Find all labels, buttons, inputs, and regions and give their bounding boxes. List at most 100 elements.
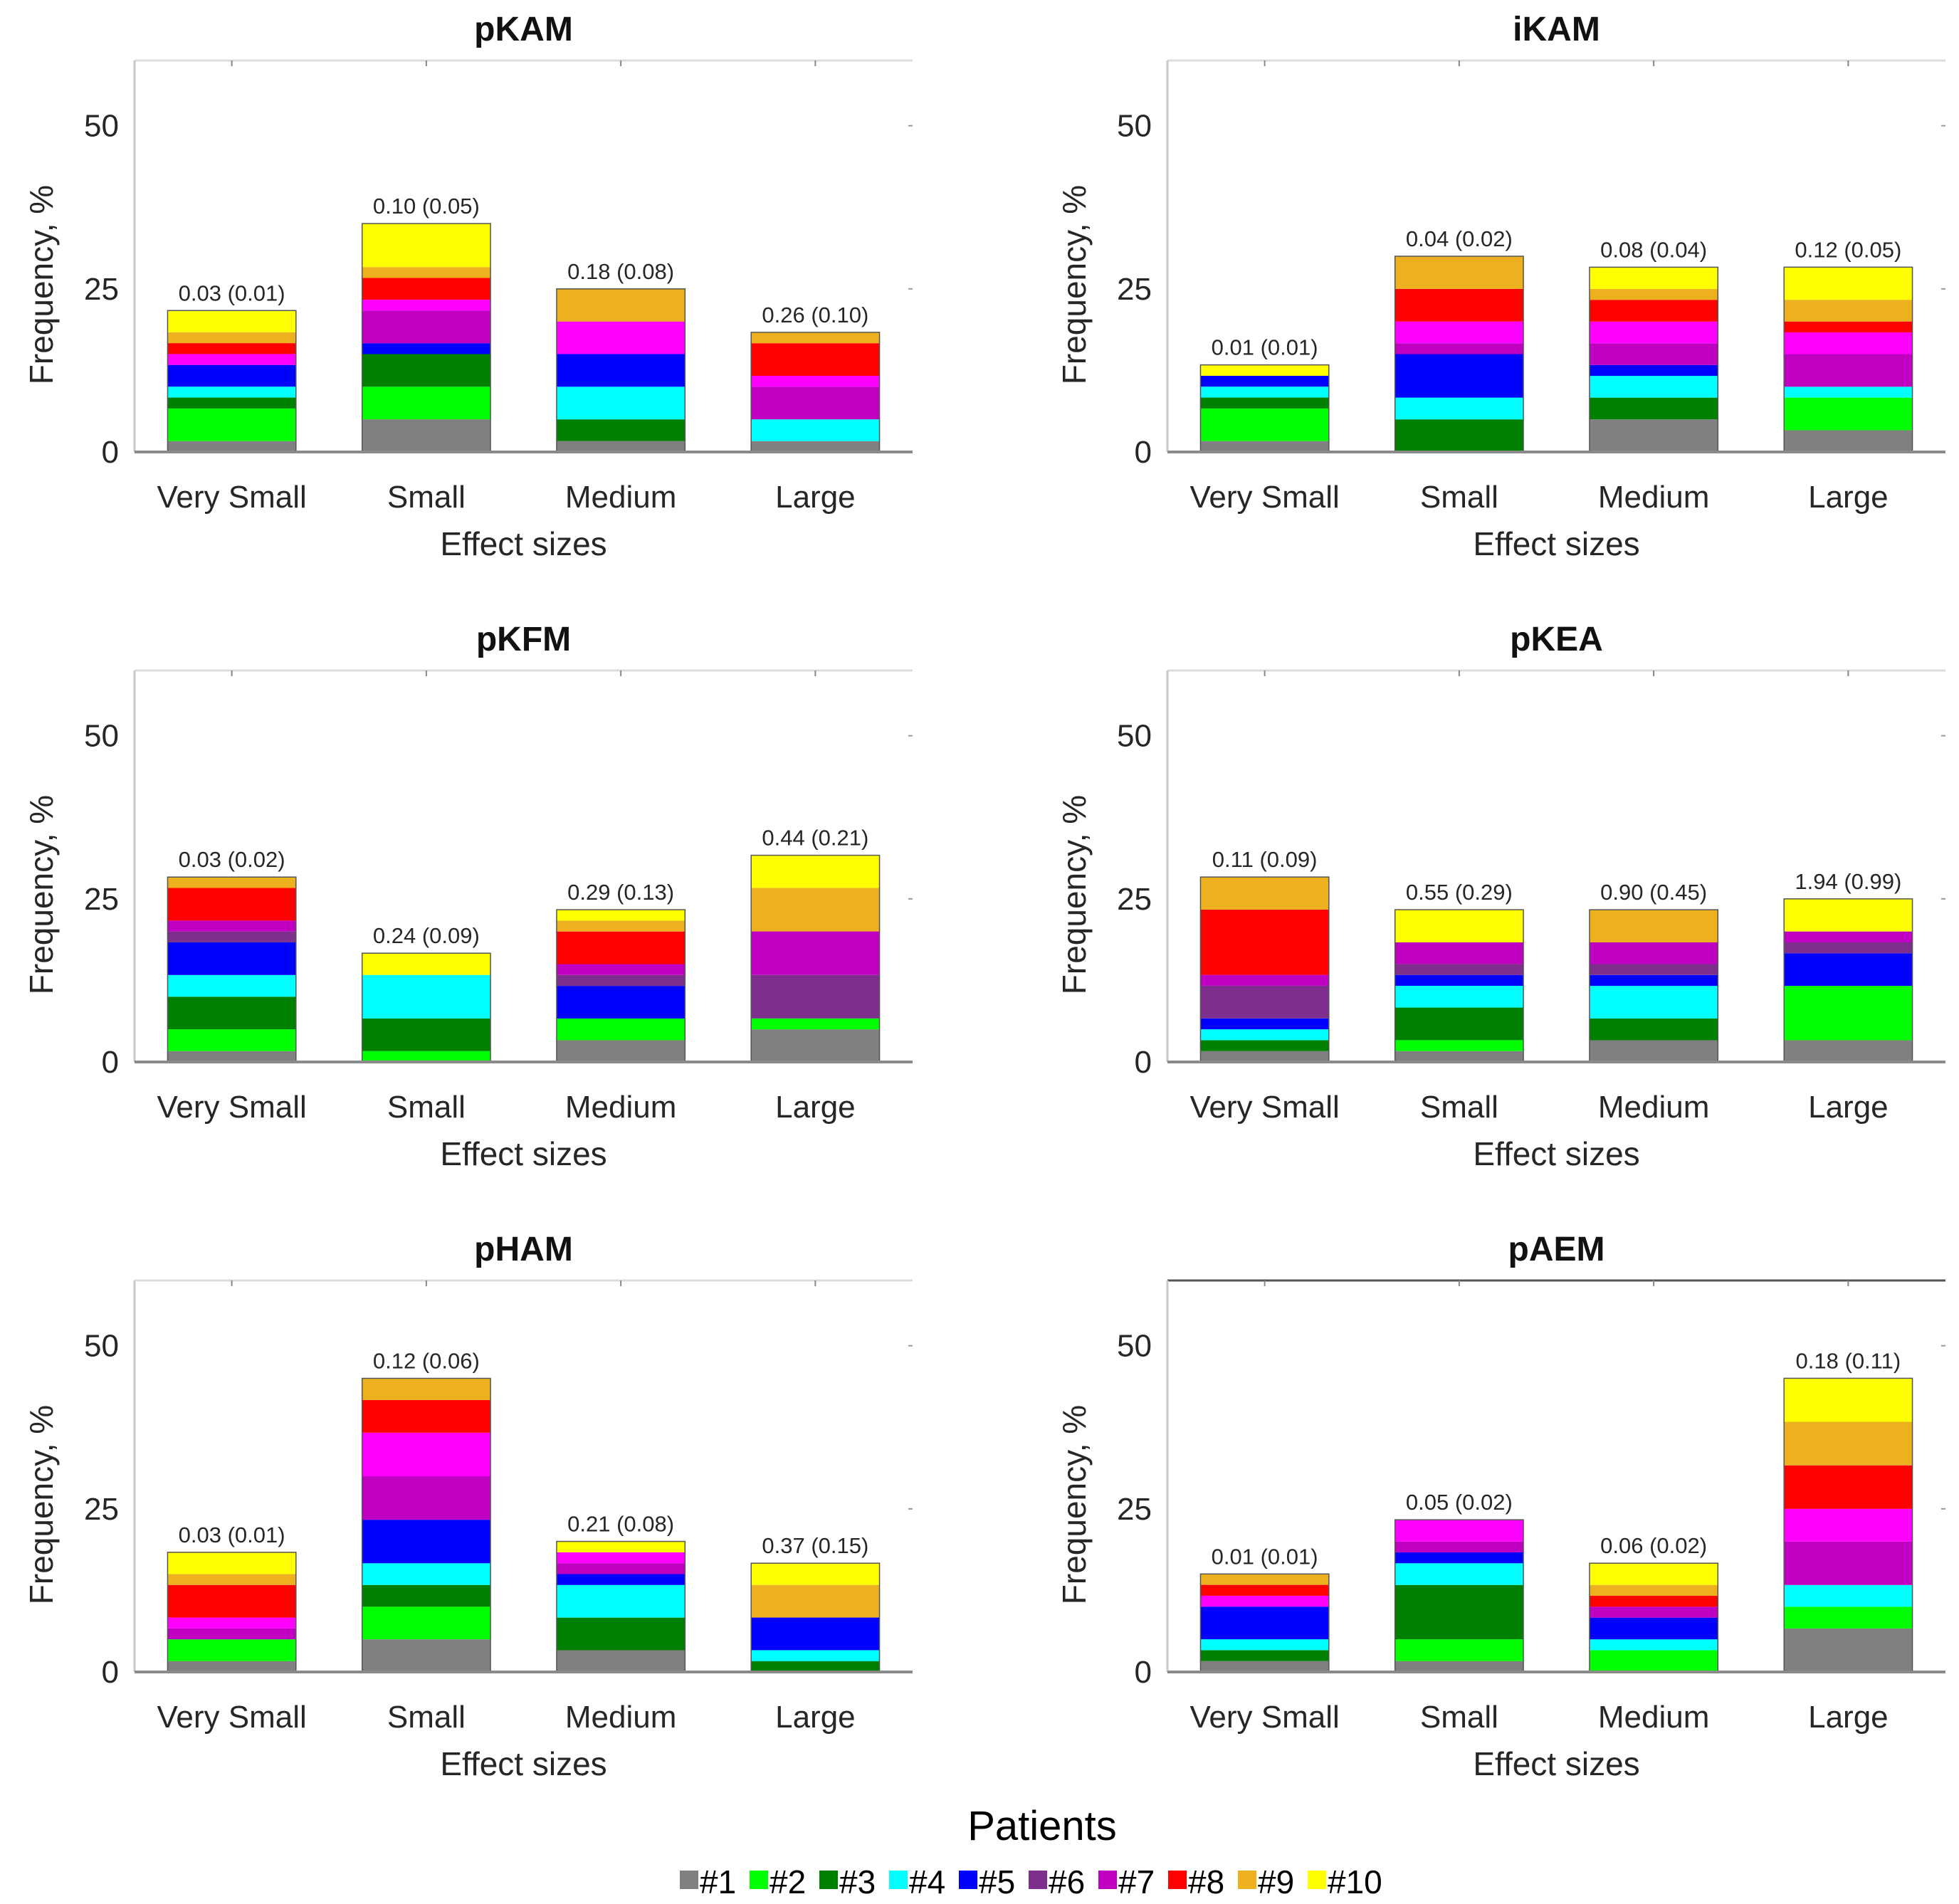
bar-segment [1784,942,1913,954]
bar-segment [1784,430,1913,452]
bar-segment [167,408,296,441]
bar-segment [1200,909,1329,975]
legend-label: #9 [1258,1863,1294,1900]
bar-segment [1589,1606,1718,1618]
bar-segment [1395,1661,1524,1672]
x-tick-label: Very Small [1189,1090,1339,1125]
bar-segment [1200,364,1329,376]
bar-segment [1784,1040,1913,1062]
bar-segment [1784,1606,1913,1629]
bar-segment [751,974,880,1019]
bar-segment [1784,898,1913,932]
bar-segment [1200,1595,1329,1607]
y-tick-label: 25 [84,272,119,307]
bar-segment [1589,343,1718,365]
y-axis-label: Frequency, % [23,1405,60,1604]
bar-segment [1395,354,1524,398]
bar-data-label: 0.44 (0.21) [762,826,868,851]
bar-segment [1784,1584,1913,1607]
bar-segment [1589,300,1718,322]
y-tick-label: 0 [102,1045,119,1080]
y-tick-label: 50 [1117,1329,1152,1364]
bar-segment [1200,397,1329,409]
bar-segment [167,974,296,997]
bar-segment [1589,1596,1718,1607]
x-tick-label: Very Small [157,1700,306,1735]
bar-data-label: 0.55 (0.29) [1406,880,1513,905]
bar-segment [751,855,880,888]
bar-segment [751,1584,880,1618]
bar-segment [1200,1639,1329,1651]
bar-segment [751,441,880,452]
chart-pHAM: pHAM 0 25 50 Frequency, % 0.03 (0.01) Very Sma… [23,1231,913,1782]
bar-data-label: 0.06 (0.02) [1600,1533,1707,1558]
legend-label: #6 [1049,1863,1085,1900]
bar-segment [167,1639,296,1661]
bar-data-label: 0.03 (0.01) [179,280,285,305]
bar-segment [362,386,491,420]
bar-segment [1589,942,1718,964]
chart-pKAM: pKAM 0 25 50 Frequency, % 0.03 (0.01) Very Sma… [23,11,913,562]
x-axis-label: Effect sizes [1473,1135,1639,1172]
bar-segment [1589,1018,1718,1041]
bar-medium: 0.08 (0.04) [1589,237,1719,453]
chart-iKAM: iKAM 0 25 50 Frequency, % 0.01 (0.01) Very Sma… [1056,11,1945,562]
bar-data-label: 0.21 (0.08) [567,1512,674,1537]
bar-data-label: 0.90 (0.45) [1600,880,1707,905]
legend-label: #1 [700,1863,736,1900]
chart-pKFM: pKFM 0 25 50 Frequency, % 0.03 (0.02) Very Sma… [23,621,913,1172]
bar-segment [1589,910,1718,942]
bar-segment [556,1584,686,1618]
legend-item: #8 [1168,1863,1224,1900]
bar-segment [1395,1040,1524,1051]
x-axis-label: Effect sizes [1473,525,1639,562]
chart-panels: pKAM 0 25 50 Frequency, % 0.03 (0.01) Very Sma… [23,11,1945,1782]
bar-segment [751,343,880,377]
bar-segment [1589,267,1718,289]
bar-small: 0.24 (0.09) [361,923,491,1063]
bar-segment [1589,419,1718,452]
bar-segment [167,888,296,921]
bar-segment [362,310,491,344]
legend-label: #8 [1188,1863,1224,1900]
bar-segment [362,300,491,311]
legend-item: #7 [1098,1863,1155,1900]
bar-segment [362,1476,491,1520]
legend-swatch [819,1871,838,1889]
bar-segment [751,931,880,975]
bar-segment [362,1520,491,1564]
chart-title: pHAM [474,1231,573,1268]
bar-segment [1784,386,1913,398]
chart-title: pKEA [1510,621,1603,658]
bar-segment [1395,256,1524,289]
bar-segment [1589,1617,1718,1640]
x-tick-label: Large [1808,1700,1889,1735]
bar-very-small: 0.03 (0.02) [167,847,297,1063]
bar-segment [1784,267,1913,300]
x-tick-label: Small [387,480,466,515]
bar-data-label: 0.01 (0.01) [1212,335,1318,360]
bar-segment [1200,974,1329,986]
bar-segment [1200,375,1329,387]
bar-segment [362,419,491,452]
bar-segment [1395,1541,1524,1552]
legend-label: #10 [1328,1863,1382,1900]
bar-segment [556,288,686,322]
legend-swatch [680,1871,698,1889]
bar-very-small: 0.03 (0.01) [167,1522,297,1673]
bar-segment [751,376,880,387]
bar-segment [556,386,686,420]
bar-segment [362,974,491,1019]
bar-segment [1200,386,1329,398]
bar-medium: 0.18 (0.08) [556,259,686,453]
bar-segment [167,920,296,932]
chart-title: iKAM [1513,11,1600,48]
bar-segment [556,1040,686,1062]
bar-data-label: 0.03 (0.01) [179,1522,285,1547]
bar-segment [1395,1007,1524,1041]
bar-segment [1200,1018,1329,1030]
bar-segment [362,1018,491,1051]
x-tick-label: Small [1420,480,1498,515]
bar-segment [1784,1378,1913,1422]
bar-segment [1395,321,1524,344]
